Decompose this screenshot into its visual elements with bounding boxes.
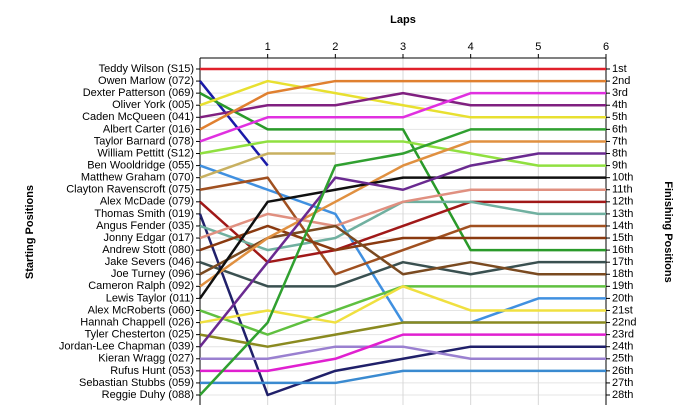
start-label: Caden McQueen (041): [82, 111, 194, 123]
position-line: [199, 140, 606, 167]
position-line: [198, 213, 606, 397]
finish-label: 14th: [612, 220, 633, 232]
start-label: Thomas Smith (019): [94, 208, 194, 220]
finish-label: 17th: [612, 256, 633, 268]
position-line: [199, 128, 606, 396]
start-label: Dexter Patterson (069): [83, 87, 194, 99]
finish-label: 18th: [612, 268, 633, 280]
finish-label: 24th: [612, 341, 633, 353]
start-label: Alex McRoberts (060): [88, 304, 194, 316]
position-line: [199, 285, 606, 324]
position-line: [199, 79, 606, 131]
position-line: [199, 224, 606, 252]
start-label: Clayton Ravenscroft (075): [66, 184, 194, 196]
x-tick-label: 2: [332, 41, 338, 53]
chart-title: Laps: [390, 14, 416, 26]
finish-label: 22nd: [612, 316, 636, 328]
start-label: William Pettitt (S12): [97, 147, 194, 159]
start-label: Reggie Duhy (088): [102, 389, 194, 401]
start-label: Taylor Barnard (078): [94, 135, 194, 147]
position-line: [199, 188, 606, 240]
start-label: Rufus Hunt (053): [110, 365, 194, 377]
start-label: Jake Severs (046): [105, 256, 194, 268]
position-line: [200, 369, 606, 385]
start-label: Albert Carter (016): [103, 123, 194, 135]
start-label: Angus Fender (035): [96, 220, 194, 232]
position-line: [199, 91, 606, 143]
position-line: [198, 176, 606, 300]
position-line: [200, 345, 606, 361]
position-line: [199, 140, 606, 288]
position-line: [199, 80, 269, 167]
start-label: Joe Turney (096): [111, 268, 194, 280]
finish-label: 8th: [612, 147, 627, 159]
finish-label: 26th: [612, 365, 633, 377]
start-label: Tyler Chesterton (025): [85, 329, 194, 341]
start-label: Oliver York (005): [112, 99, 194, 111]
start-label: Jordan-Lee Chapman (039): [59, 341, 194, 353]
finish-label: 6th: [612, 123, 627, 135]
position-line: [199, 260, 606, 288]
start-label: Kieran Wragg (027): [98, 353, 194, 365]
finish-label: 19th: [612, 280, 633, 292]
position-line: [199, 91, 606, 119]
start-label: Jonny Edgar (017): [104, 232, 195, 244]
start-label: Sebastian Stubbs (059): [79, 377, 194, 389]
x-tick-label: 3: [400, 41, 406, 53]
finish-label: 9th: [612, 159, 627, 171]
start-label: Andrew Stott (080): [102, 244, 194, 256]
position-line: [199, 79, 606, 119]
start-label: Cameron Ralph (092): [88, 280, 194, 292]
start-label: Matthew Graham (070): [81, 172, 194, 184]
position-line: [199, 152, 606, 348]
finish-label: 10th: [612, 172, 633, 184]
start-label: Lewis Taylor (011): [106, 292, 194, 304]
start-label: Teddy Wilson (S15): [99, 63, 194, 75]
finish-label: 15th: [612, 232, 633, 244]
y-axis-title-left: Starting Positions: [24, 185, 36, 279]
finish-label: 3rd: [612, 87, 628, 99]
finish-label: 7th: [612, 135, 627, 147]
finish-label: 11th: [612, 184, 633, 196]
finish-label: 27th: [612, 377, 633, 389]
start-label: Owen Marlow (072): [98, 75, 194, 87]
y-axis-title-right: Finishing Positions: [662, 181, 674, 282]
start-label: Ben Wooldridge (055): [87, 159, 194, 171]
finish-label: 23rd: [612, 329, 634, 341]
finish-label: 20th: [612, 292, 633, 304]
finish-label: 1st: [612, 63, 627, 75]
x-tick-label: 6: [603, 41, 609, 53]
finish-label: 21st: [612, 304, 633, 316]
position-line: [199, 321, 606, 348]
finish-label: 4th: [612, 99, 627, 111]
x-tick-label: 4: [468, 41, 474, 53]
position-line: [199, 176, 606, 276]
finish-label: 12th: [612, 196, 633, 208]
finish-label: 2nd: [612, 75, 630, 87]
position-line: [200, 333, 606, 373]
start-label: Hannah Chappell (026): [80, 316, 194, 328]
finish-label: 25th: [612, 353, 633, 365]
start-label: Alex McDade (079): [100, 196, 194, 208]
x-tick-label: 5: [535, 41, 541, 53]
finish-label: 13th: [612, 208, 633, 220]
position-line: [199, 92, 606, 252]
finish-label: 28th: [612, 389, 633, 401]
x-tick-label: 1: [265, 41, 271, 53]
finish-label: 16th: [612, 244, 633, 256]
finish-label: 5th: [612, 111, 627, 123]
position-line: [199, 152, 336, 179]
